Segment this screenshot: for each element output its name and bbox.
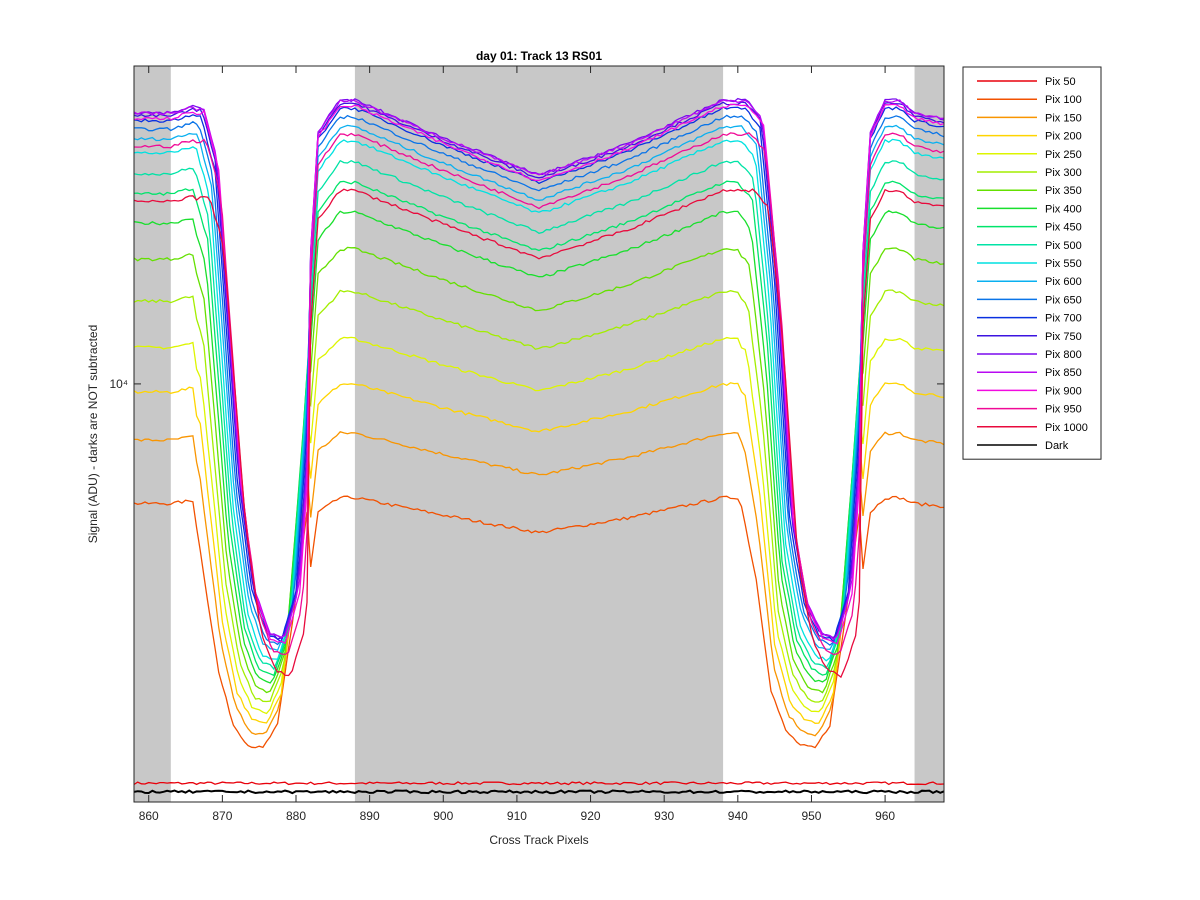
series-line-pix-550 bbox=[133, 138, 945, 662]
x-tick-label: 950 bbox=[801, 809, 821, 823]
x-tick-label: 960 bbox=[875, 809, 895, 823]
series-line-pix-500 bbox=[133, 159, 945, 671]
series-line-pix-100 bbox=[133, 495, 945, 749]
shaded-regions bbox=[134, 66, 944, 802]
legend-label: Pix 950 bbox=[1045, 404, 1082, 416]
legend-label: Pix 700 bbox=[1045, 313, 1082, 325]
x-tick-label: 930 bbox=[654, 809, 674, 823]
legend-label: Pix 500 bbox=[1045, 240, 1082, 252]
series-line-pix-450 bbox=[133, 180, 945, 677]
legend-label: Pix 850 bbox=[1045, 367, 1082, 379]
series-line-pix-150 bbox=[134, 431, 945, 737]
x-tick-label: 890 bbox=[360, 809, 380, 823]
series-line-dark bbox=[133, 789, 945, 795]
legend-label: Pix 50 bbox=[1045, 76, 1076, 88]
series-line-pix-250 bbox=[133, 336, 945, 715]
legend-label: Pix 350 bbox=[1045, 185, 1082, 197]
shaded-region-3 bbox=[914, 66, 944, 802]
legend-label: Pix 900 bbox=[1045, 385, 1082, 397]
legend-items: Pix 50 Pix 100 Pix 150 Pix 200 Pix 250 Pix 30… bbox=[977, 76, 1088, 452]
series-line-pix-350 bbox=[133, 246, 945, 694]
shaded-region-1 bbox=[134, 66, 171, 802]
legend-label: Pix 250 bbox=[1045, 149, 1082, 161]
legend-label: Pix 200 bbox=[1045, 131, 1082, 143]
y-axis-ticks: 10⁴ bbox=[109, 377, 944, 391]
series-line-pix-950 bbox=[133, 132, 945, 656]
x-tick-label: 920 bbox=[581, 809, 601, 823]
x-tick-label: 910 bbox=[507, 809, 527, 823]
legend-label: Pix 750 bbox=[1045, 331, 1082, 343]
legend-label: Pix 650 bbox=[1045, 294, 1082, 306]
y-tick-label: 10⁴ bbox=[109, 377, 128, 391]
legend-label: Pix 1000 bbox=[1045, 422, 1088, 434]
legend-label: Pix 600 bbox=[1045, 276, 1082, 288]
legend-label: Pix 100 bbox=[1045, 94, 1082, 106]
x-tick-label: 940 bbox=[728, 809, 748, 823]
series-line-pix-300 bbox=[133, 289, 945, 703]
series-line-pix-400 bbox=[133, 210, 945, 684]
series-line-pix-850 bbox=[133, 98, 945, 641]
legend-label: Pix 550 bbox=[1045, 258, 1082, 270]
series-line-pix-1000 bbox=[133, 188, 945, 679]
x-tick-label: 880 bbox=[286, 809, 306, 823]
series-line-pix-600 bbox=[133, 124, 945, 651]
x-tick-label: 900 bbox=[433, 809, 453, 823]
shaded-region-2 bbox=[354, 66, 724, 802]
plot-frame bbox=[133, 65, 945, 803]
legend-label: Pix 800 bbox=[1045, 349, 1082, 361]
x-axis-label: Cross Track Pixels bbox=[489, 833, 588, 847]
plot-area: 860 870 880 890 900 910 920 930 940 950 960 10⁴ bbox=[109, 65, 945, 823]
chart-title: day 01: Track 13 RS01 bbox=[476, 49, 602, 63]
legend-label: Pix 150 bbox=[1045, 112, 1082, 124]
legend-label: Pix 450 bbox=[1045, 222, 1082, 234]
legend-label: Pix 300 bbox=[1045, 167, 1082, 179]
legend-label: Dark bbox=[1045, 440, 1069, 452]
x-axis-ticks: 860 870 880 890 900 910 920 930 940 950 960 bbox=[139, 66, 895, 823]
y-axis-label: Signal (ADU) - darks are NOT subtracted bbox=[86, 325, 100, 544]
x-tick-label: 860 bbox=[139, 809, 159, 823]
series-line-pix-50 bbox=[133, 781, 945, 786]
series-line-pix-200 bbox=[133, 382, 945, 724]
legend: Pix 50 Pix 100 Pix 150 Pix 200 Pix 250 Pix 30… bbox=[962, 66, 1102, 460]
legend-label: Pix 400 bbox=[1045, 203, 1082, 215]
x-tick-label: 870 bbox=[212, 809, 232, 823]
series-lines bbox=[133, 97, 945, 795]
